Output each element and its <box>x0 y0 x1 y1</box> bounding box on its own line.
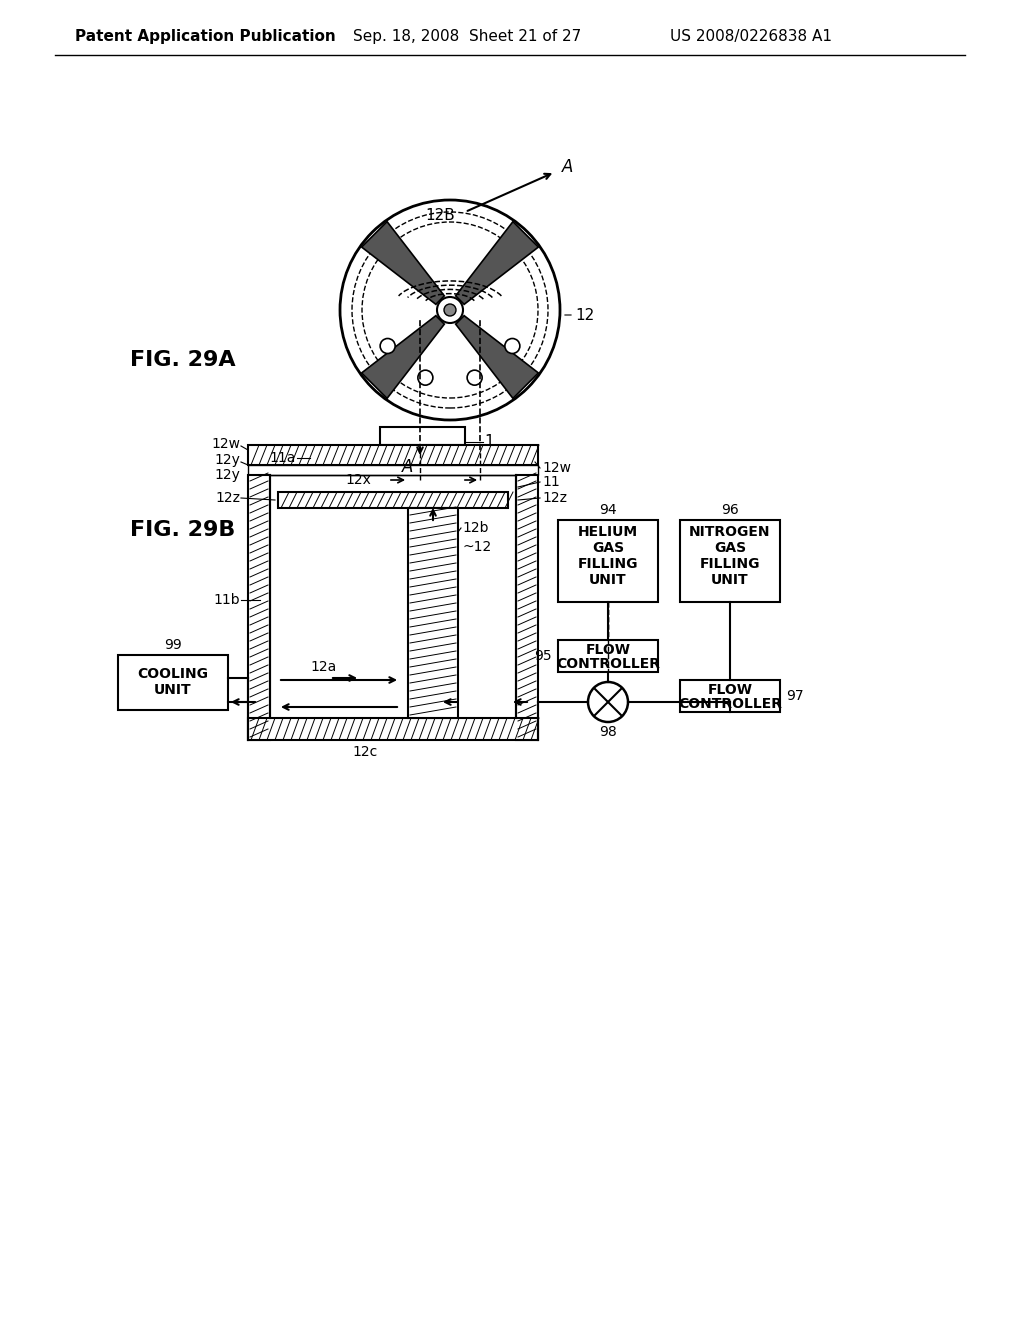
Text: 12b: 12b <box>462 521 488 535</box>
Text: NITROGEN: NITROGEN <box>689 525 771 539</box>
Polygon shape <box>361 222 444 305</box>
Text: 99: 99 <box>164 638 182 652</box>
Text: GAS: GAS <box>714 541 746 554</box>
Text: ~12: ~12 <box>462 540 492 554</box>
Circle shape <box>588 682 628 722</box>
Polygon shape <box>456 222 539 305</box>
Text: 12z: 12z <box>215 491 240 506</box>
Bar <box>248 465 538 475</box>
Text: 12a: 12a <box>310 660 336 675</box>
Bar <box>558 520 658 602</box>
Text: 12c: 12c <box>352 744 378 759</box>
Circle shape <box>380 338 395 354</box>
Text: Sep. 18, 2008  Sheet 21 of 27: Sep. 18, 2008 Sheet 21 of 27 <box>353 29 582 45</box>
Text: 11: 11 <box>542 475 560 488</box>
Text: FIG. 29B: FIG. 29B <box>130 520 236 540</box>
Text: Patent Application Publication: Patent Application Publication <box>75 29 336 45</box>
Bar <box>516 475 538 741</box>
Text: 12y: 12y <box>214 469 240 482</box>
Text: UNIT: UNIT <box>712 573 749 587</box>
Circle shape <box>467 370 482 385</box>
Text: 12: 12 <box>575 308 594 322</box>
Bar <box>558 640 658 672</box>
Text: 94: 94 <box>599 503 616 517</box>
Bar <box>680 680 780 711</box>
Bar <box>248 445 538 465</box>
Text: FILLING: FILLING <box>578 557 638 572</box>
Bar <box>248 718 538 741</box>
Text: 11a: 11a <box>269 451 296 465</box>
Text: FILLING: FILLING <box>699 557 760 572</box>
Bar <box>278 492 508 508</box>
Text: 11b: 11b <box>213 593 240 607</box>
Text: GAS: GAS <box>592 541 624 554</box>
Text: 12B: 12B <box>425 207 455 223</box>
Bar <box>380 426 465 445</box>
Circle shape <box>444 304 456 315</box>
Bar <box>408 508 458 718</box>
Text: 12w: 12w <box>211 437 240 451</box>
Text: UNIT: UNIT <box>155 682 191 697</box>
Text: 12y: 12y <box>214 453 240 467</box>
Bar <box>248 475 270 741</box>
Text: 98: 98 <box>599 725 616 739</box>
Text: 12x: 12x <box>345 473 371 487</box>
Text: 12w: 12w <box>542 461 571 475</box>
Polygon shape <box>456 315 539 399</box>
Text: 1: 1 <box>484 434 494 450</box>
Circle shape <box>340 201 560 420</box>
Text: CONTROLLER: CONTROLLER <box>556 657 660 671</box>
Text: FIG. 29A: FIG. 29A <box>130 350 236 370</box>
Text: US 2008/0226838 A1: US 2008/0226838 A1 <box>670 29 831 45</box>
Text: 96: 96 <box>721 503 739 517</box>
Circle shape <box>437 297 463 323</box>
Text: 95: 95 <box>535 649 552 663</box>
Text: 97: 97 <box>786 689 804 704</box>
Text: FLOW: FLOW <box>586 643 631 657</box>
Circle shape <box>505 338 520 354</box>
Circle shape <box>418 370 433 385</box>
Bar <box>118 655 228 710</box>
Text: COOLING: COOLING <box>137 667 209 681</box>
Text: A: A <box>402 458 414 477</box>
Text: HELIUM: HELIUM <box>578 525 638 539</box>
Text: UNIT: UNIT <box>589 573 627 587</box>
Text: A: A <box>562 158 573 176</box>
Bar <box>680 520 780 602</box>
Text: CONTROLLER: CONTROLLER <box>678 697 782 711</box>
Polygon shape <box>361 315 444 399</box>
Text: FLOW: FLOW <box>708 682 753 697</box>
Text: 12z: 12z <box>542 491 567 506</box>
